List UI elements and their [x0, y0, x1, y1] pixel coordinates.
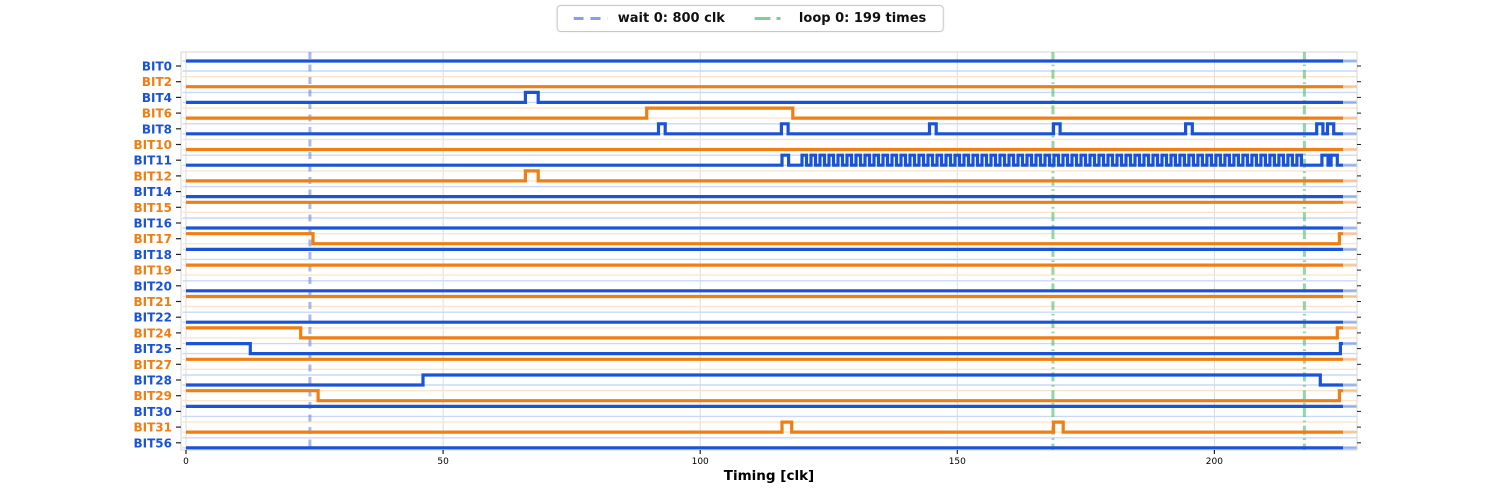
y-axis-label-BIT2: BIT2 — [142, 75, 172, 89]
y-axis-label-BIT31: BIT31 — [134, 421, 173, 435]
legend-wait-label: wait 0: 800 clk — [617, 11, 725, 26]
waveform-BIT8 — [186, 122, 1343, 136]
y-axis-label-BIT14: BIT14 — [134, 185, 173, 199]
y-axis-label-BIT6: BIT6 — [142, 107, 172, 121]
y-axis-label-BIT4: BIT4 — [142, 91, 172, 105]
x-tick-label: 50 — [437, 457, 449, 467]
y-axis-label-BIT25: BIT25 — [134, 342, 173, 356]
legend-item-wait: wait 0: 800 clk — [573, 11, 725, 26]
y-axis-label-BIT22: BIT22 — [134, 311, 173, 325]
y-axis-label-BIT16: BIT16 — [134, 217, 173, 231]
y-axis-label-BIT24: BIT24 — [134, 326, 173, 340]
y-axis-label-BIT19: BIT19 — [134, 264, 173, 278]
y-axis-label-BIT56: BIT56 — [134, 436, 173, 450]
x-tick-label: 100 — [692, 457, 709, 467]
y-axis-label-BIT17: BIT17 — [134, 232, 173, 246]
waveform-BIT6 — [186, 106, 1343, 120]
waveform-BIT31 — [186, 420, 1343, 434]
x-axis-title: Timing [clk] — [724, 468, 814, 484]
y-axis-label-BIT21: BIT21 — [134, 295, 173, 309]
y-axis-label-BIT29: BIT29 — [134, 389, 173, 403]
legend-item-loop: loop 0: 199 times — [754, 11, 927, 26]
y-axis-label-BIT10: BIT10 — [134, 138, 173, 152]
waveform-BIT29 — [186, 389, 1343, 403]
y-axis-label-BIT18: BIT18 — [134, 248, 173, 262]
legend-loop-label: loop 0: 199 times — [798, 11, 927, 26]
waveform-BIT25 — [186, 342, 1343, 356]
x-tick-label: 0 — [183, 457, 189, 467]
y-axis-label-BIT11: BIT11 — [134, 154, 173, 168]
waveform-BIT28 — [186, 373, 1343, 387]
y-axis-label-BIT27: BIT27 — [134, 358, 173, 372]
waveform-BIT11 — [186, 153, 1343, 167]
y-axis-label-BIT8: BIT8 — [142, 122, 172, 136]
y-axis-label-BIT0: BIT0 — [142, 60, 172, 74]
x-tick-label: 200 — [1206, 457, 1223, 467]
legend: wait 0: 800 clk loop 0: 199 times — [556, 5, 944, 32]
loop-line-sample-icon — [754, 17, 789, 20]
y-axis-label-BIT20: BIT20 — [134, 279, 173, 293]
y-axis-label-BIT30: BIT30 — [134, 405, 173, 419]
waveform-BIT12 — [186, 169, 1343, 183]
waveform-BIT4 — [186, 90, 1343, 104]
waveform-BIT24 — [186, 326, 1343, 340]
y-axis-label-BIT12: BIT12 — [134, 169, 173, 183]
y-axis-label-BIT15: BIT15 — [134, 201, 173, 215]
waveform-BIT17 — [186, 232, 1343, 246]
wait-line-sample-icon — [573, 17, 608, 20]
x-tick-label: 150 — [949, 457, 966, 467]
y-axis-label-BIT28: BIT28 — [134, 374, 173, 388]
